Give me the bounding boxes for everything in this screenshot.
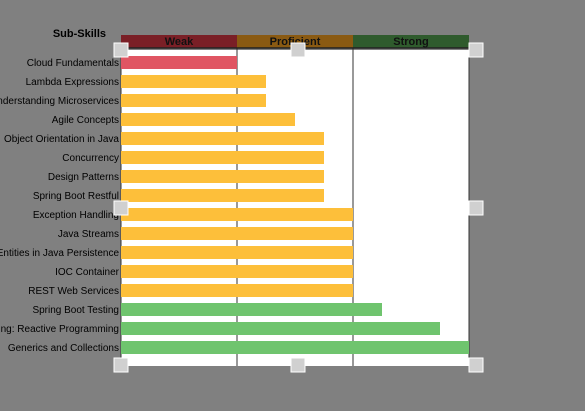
category-label: Lambda Expressions: [26, 77, 119, 88]
bar-strong: [121, 303, 382, 316]
category-label: Agile Concepts: [52, 115, 119, 126]
band-header-strong: [353, 35, 469, 48]
category-label: IOC Container: [55, 267, 120, 278]
category-label: Spring Boot Restful: [33, 191, 119, 202]
resize-handle-right[interactable]: [468, 200, 484, 216]
bar-proficient: [121, 170, 324, 183]
band-label-proficient: Proficient: [270, 36, 321, 48]
category-label: Spring Boot Testing: [32, 305, 119, 316]
category-label: Generics and Collections: [8, 343, 119, 354]
bar-weak: [121, 56, 237, 69]
category-label: Exception Handling: [33, 210, 119, 221]
resize-handle-left[interactable]: [113, 200, 129, 216]
category-label: Understanding Microservices: [0, 96, 119, 107]
category-label: Cloud Fundamentals: [27, 58, 119, 69]
chart-title: Sub-Skills: [53, 28, 106, 40]
band-header-proficient: [237, 35, 353, 48]
bar-strong: [121, 322, 440, 335]
bar-proficient: [121, 265, 353, 278]
bar-proficient: [121, 94, 266, 107]
category-label: Testing: Reactive Programming: [0, 324, 119, 335]
bar-proficient: [121, 75, 266, 88]
bar-proficient: [121, 132, 324, 145]
resize-handle-top-right[interactable]: [468, 42, 484, 58]
bar-proficient: [121, 113, 295, 126]
bar-proficient: [121, 227, 353, 240]
category-label: Object Orientation in Java: [4, 134, 119, 145]
resize-handle-bottom-right[interactable]: [468, 357, 484, 373]
resize-handle-bottom[interactable]: [290, 357, 306, 373]
band-header-weak: [121, 35, 237, 48]
category-label: Entities in Java Persistence: [0, 248, 119, 259]
resize-handle-top-left[interactable]: [113, 42, 129, 58]
category-label: REST Web Services: [28, 286, 119, 297]
resize-handle-top[interactable]: [290, 42, 306, 58]
category-label: Design Patterns: [48, 172, 119, 183]
category-label: Concurrency: [62, 153, 119, 164]
bar-strong: [121, 341, 469, 354]
category-label: Java Streams: [58, 229, 119, 240]
bar-proficient: [121, 284, 353, 297]
band-label-strong: Strong: [393, 36, 428, 48]
bar-proficient: [121, 208, 353, 221]
band-label-weak: Weak: [165, 36, 194, 48]
bar-proficient: [121, 151, 324, 164]
resize-handle-bottom-left[interactable]: [113, 357, 129, 373]
bar-proficient: [121, 246, 353, 259]
bar-proficient: [121, 189, 324, 202]
